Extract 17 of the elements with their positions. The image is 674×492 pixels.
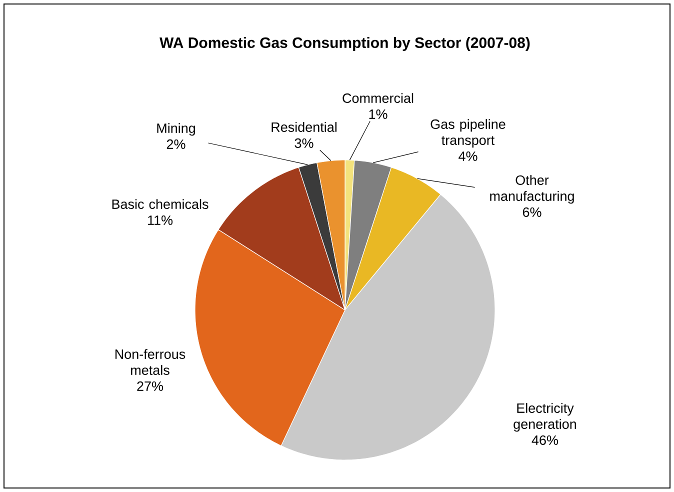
slice-label: Gas pipeline transport <box>430 119 506 148</box>
slice-label: Commercial <box>342 93 414 103</box>
slice-label: Non-ferrous metals <box>115 349 186 375</box>
data-label: 3% <box>294 138 314 148</box>
data-label: 2% <box>166 139 186 149</box>
chart-title: WA Domestic Gas Consumption by Sector (2007-08) <box>160 37 530 51</box>
slice-label: Basic chemicals <box>112 199 208 209</box>
slice-label: Mining <box>157 123 195 136</box>
slice-label: Electricity generation <box>514 403 576 432</box>
data-label: 4% <box>458 151 478 161</box>
data-label: 6% <box>522 207 542 217</box>
data-label: 46% <box>532 435 558 445</box>
slice-label: Other manufacturing <box>490 175 574 204</box>
slice-label: Residential <box>272 122 336 132</box>
data-label: 27% <box>137 381 164 391</box>
data-label: 11% <box>148 215 173 225</box>
data-label: 1% <box>369 109 388 119</box>
